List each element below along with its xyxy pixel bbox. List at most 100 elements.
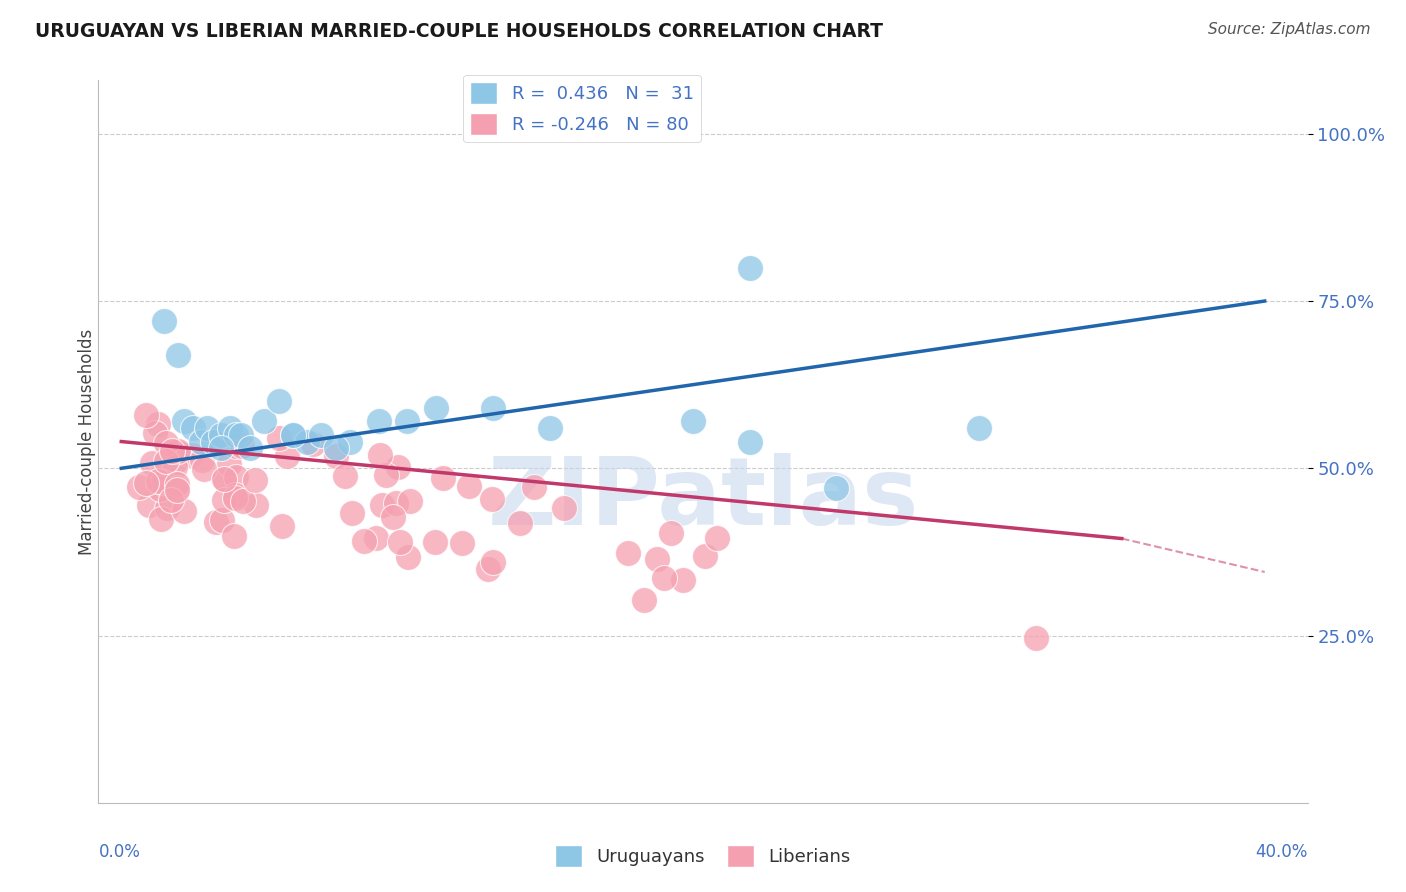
Point	[148, 474, 170, 488]
Point	[370, 448, 392, 462]
Point	[311, 427, 333, 442]
Point	[645, 551, 668, 566]
Point	[740, 260, 762, 275]
Point	[135, 408, 157, 422]
Point	[276, 449, 298, 463]
Point	[180, 448, 202, 462]
Point	[458, 478, 481, 492]
Point	[214, 471, 236, 485]
Point	[143, 425, 166, 440]
Legend: Uruguayans, Liberians: Uruguayans, Liberians	[548, 838, 858, 874]
Text: ZIPatlas: ZIPatlas	[488, 453, 918, 545]
Point	[225, 427, 247, 442]
Point	[166, 444, 188, 458]
Point	[224, 488, 246, 502]
Point	[967, 421, 990, 435]
Point	[553, 500, 575, 515]
Point	[617, 546, 640, 560]
Point	[387, 459, 409, 474]
Point	[425, 401, 447, 416]
Point	[740, 434, 762, 449]
Point	[165, 455, 187, 469]
Point	[128, 480, 150, 494]
Point	[382, 509, 405, 524]
Point	[339, 434, 361, 449]
Point	[271, 518, 294, 533]
Point	[388, 535, 411, 549]
Point	[825, 482, 848, 496]
Point	[219, 421, 242, 435]
Point	[659, 526, 682, 541]
Point	[385, 496, 408, 510]
Point	[281, 427, 304, 442]
Point	[364, 531, 387, 545]
Point	[191, 452, 214, 467]
Point	[340, 507, 363, 521]
Point	[224, 529, 246, 543]
Point	[682, 414, 704, 429]
Point	[225, 439, 247, 453]
Point	[195, 421, 218, 435]
Point	[214, 473, 236, 487]
Point	[190, 434, 212, 449]
Point	[523, 480, 546, 494]
Point	[693, 549, 716, 564]
Point	[153, 314, 176, 328]
Point	[482, 555, 505, 569]
Point	[1025, 631, 1047, 645]
Point	[481, 491, 503, 506]
Text: URUGUAYAN VS LIBERIAN MARRIED-COUPLE HOUSEHOLDS CORRELATION CHART: URUGUAYAN VS LIBERIAN MARRIED-COUPLE HOU…	[35, 22, 883, 41]
Point	[225, 470, 247, 484]
Point	[245, 498, 267, 512]
Point	[432, 471, 454, 485]
Point	[181, 421, 204, 435]
Point	[477, 561, 499, 575]
Point	[163, 459, 186, 474]
Point	[156, 501, 179, 516]
Point	[155, 436, 177, 450]
Point	[325, 442, 347, 455]
Point	[166, 445, 188, 459]
Point	[232, 494, 254, 508]
Point	[269, 431, 291, 445]
Point	[138, 498, 160, 512]
Point	[375, 468, 398, 483]
Point	[173, 504, 195, 518]
Point	[166, 476, 188, 491]
Point	[482, 401, 505, 416]
Point	[243, 474, 266, 488]
Point	[333, 469, 356, 483]
Point	[423, 535, 446, 549]
Point	[146, 417, 169, 432]
Point	[193, 462, 215, 476]
Point	[173, 414, 195, 429]
Point	[212, 493, 235, 508]
Point	[325, 449, 347, 463]
Point	[538, 421, 561, 435]
Point	[167, 348, 190, 362]
Point	[396, 549, 419, 564]
Point	[654, 570, 676, 584]
Point	[396, 414, 419, 429]
Point	[135, 475, 157, 490]
Point	[398, 494, 420, 508]
Point	[231, 439, 253, 453]
Point	[209, 427, 232, 442]
Point	[253, 414, 276, 429]
Point	[149, 483, 172, 497]
Point	[204, 515, 226, 529]
Text: Source: ZipAtlas.com: Source: ZipAtlas.com	[1208, 22, 1371, 37]
Point	[201, 434, 224, 449]
Point	[295, 434, 318, 449]
Point	[209, 442, 232, 455]
Point	[166, 483, 188, 497]
Point	[149, 512, 172, 526]
Point	[353, 533, 375, 548]
Point	[160, 444, 183, 458]
Point	[224, 491, 246, 506]
Point	[152, 475, 174, 490]
Point	[281, 427, 304, 442]
Point	[155, 454, 177, 468]
Legend: R =  0.436   N =  31, R = -0.246   N = 80: R = 0.436 N = 31, R = -0.246 N = 80	[463, 75, 702, 143]
Point	[706, 531, 728, 545]
